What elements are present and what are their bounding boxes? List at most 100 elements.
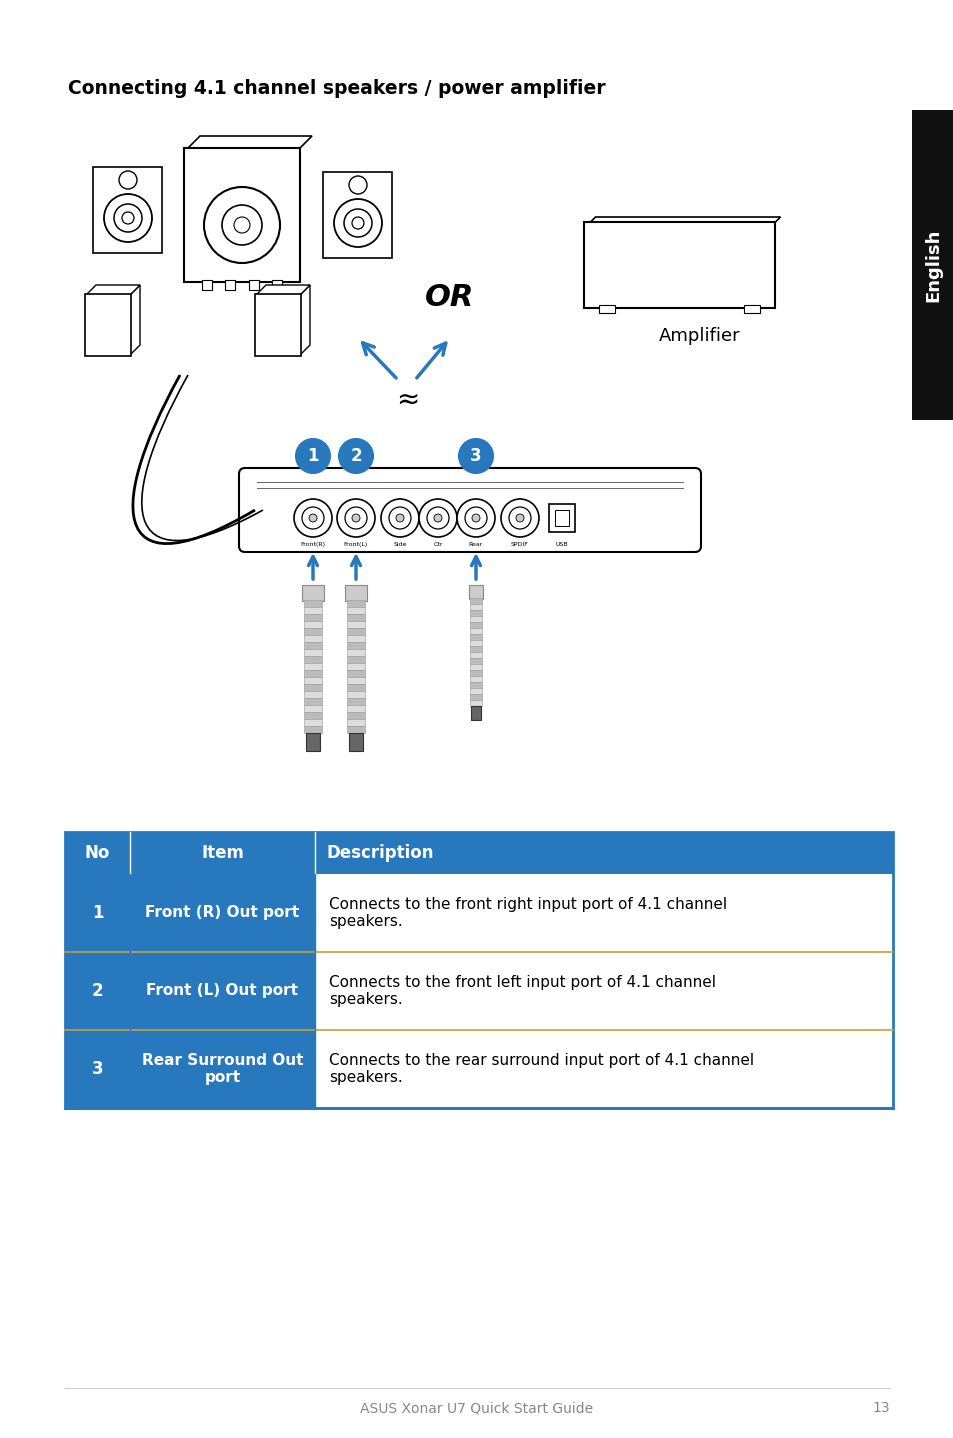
Text: 3: 3	[470, 447, 481, 464]
Polygon shape	[587, 217, 780, 224]
Bar	[347, 684, 365, 692]
Text: ≈: ≈	[395, 385, 419, 414]
Bar	[347, 697, 365, 705]
Circle shape	[222, 206, 262, 244]
Circle shape	[509, 508, 531, 529]
Text: 3: 3	[91, 1060, 103, 1078]
Bar	[470, 664, 481, 670]
Text: 2: 2	[350, 447, 361, 464]
Bar	[470, 623, 481, 628]
FancyBboxPatch shape	[225, 280, 234, 290]
Polygon shape	[299, 285, 310, 355]
Circle shape	[380, 499, 418, 536]
Polygon shape	[130, 285, 140, 355]
Circle shape	[309, 513, 316, 522]
Text: No: No	[85, 844, 111, 861]
Text: ASUS Xonar U7 Quick Start Guide: ASUS Xonar U7 Quick Start Guide	[360, 1401, 593, 1415]
Circle shape	[427, 508, 449, 529]
Text: OR: OR	[425, 283, 475, 312]
FancyBboxPatch shape	[272, 280, 282, 290]
Text: Amplifier: Amplifier	[659, 326, 740, 345]
Text: English: English	[923, 229, 941, 302]
Circle shape	[516, 513, 523, 522]
Text: Rear Surround Out
port: Rear Surround Out port	[142, 1053, 303, 1086]
Bar	[470, 682, 481, 687]
Circle shape	[500, 499, 538, 536]
Text: Connecting 4.1 channel speakers / power amplifier: Connecting 4.1 channel speakers / power …	[68, 79, 605, 98]
FancyBboxPatch shape	[184, 148, 299, 282]
Bar	[347, 663, 365, 670]
Circle shape	[464, 508, 486, 529]
Circle shape	[104, 194, 152, 242]
Bar	[470, 670, 481, 676]
Circle shape	[204, 187, 280, 263]
Circle shape	[395, 513, 403, 522]
Text: Rear: Rear	[468, 542, 482, 546]
FancyBboxPatch shape	[345, 585, 367, 601]
FancyBboxPatch shape	[65, 833, 892, 874]
Bar	[470, 598, 481, 604]
Bar	[470, 651, 481, 659]
FancyBboxPatch shape	[249, 280, 258, 290]
Bar	[304, 621, 322, 628]
Bar	[304, 697, 322, 705]
Text: 2: 2	[91, 982, 103, 999]
FancyBboxPatch shape	[306, 733, 319, 751]
FancyBboxPatch shape	[555, 510, 568, 526]
Text: Ctr: Ctr	[433, 542, 442, 546]
Bar	[470, 640, 481, 646]
FancyBboxPatch shape	[314, 1030, 892, 1109]
Bar	[304, 712, 322, 719]
Circle shape	[233, 217, 250, 233]
Circle shape	[295, 439, 330, 473]
Bar	[470, 628, 481, 634]
FancyBboxPatch shape	[93, 167, 162, 253]
Bar	[347, 641, 365, 649]
Bar	[304, 641, 322, 649]
Circle shape	[302, 508, 324, 529]
FancyBboxPatch shape	[911, 109, 953, 420]
Circle shape	[334, 198, 381, 247]
Bar	[470, 687, 481, 695]
FancyBboxPatch shape	[130, 952, 314, 1030]
Text: USB: USB	[555, 542, 568, 546]
Text: 1: 1	[307, 447, 318, 464]
Bar	[470, 646, 481, 651]
Bar	[470, 634, 481, 640]
Bar	[304, 600, 322, 607]
Bar	[347, 677, 365, 684]
Text: SPDIF: SPDIF	[511, 542, 528, 546]
Text: Front(R): Front(R)	[300, 542, 325, 546]
Polygon shape	[255, 285, 310, 295]
FancyBboxPatch shape	[548, 503, 575, 532]
Circle shape	[122, 211, 133, 224]
Bar	[470, 676, 481, 682]
FancyBboxPatch shape	[65, 952, 130, 1030]
FancyBboxPatch shape	[743, 305, 760, 313]
Circle shape	[294, 499, 332, 536]
Circle shape	[352, 513, 359, 522]
FancyBboxPatch shape	[254, 293, 301, 357]
Bar	[470, 604, 481, 610]
Text: 1: 1	[91, 905, 103, 922]
FancyBboxPatch shape	[239, 467, 700, 552]
Text: Connects to the front left input port of 4.1 channel
speakers.: Connects to the front left input port of…	[329, 975, 716, 1007]
Text: Front (L) Out port: Front (L) Out port	[147, 984, 298, 998]
Bar	[347, 621, 365, 628]
FancyBboxPatch shape	[471, 706, 480, 720]
Bar	[304, 636, 322, 641]
Circle shape	[389, 508, 411, 529]
Text: 13: 13	[871, 1401, 889, 1415]
Circle shape	[434, 513, 441, 522]
FancyBboxPatch shape	[65, 874, 130, 952]
Bar	[347, 719, 365, 726]
Bar	[347, 614, 365, 621]
Circle shape	[418, 499, 456, 536]
Bar	[304, 670, 322, 677]
Bar	[347, 628, 365, 636]
Circle shape	[338, 439, 373, 473]
Text: Front(L): Front(L)	[343, 542, 368, 546]
FancyBboxPatch shape	[302, 585, 324, 601]
Bar	[304, 614, 322, 621]
Bar	[304, 677, 322, 684]
